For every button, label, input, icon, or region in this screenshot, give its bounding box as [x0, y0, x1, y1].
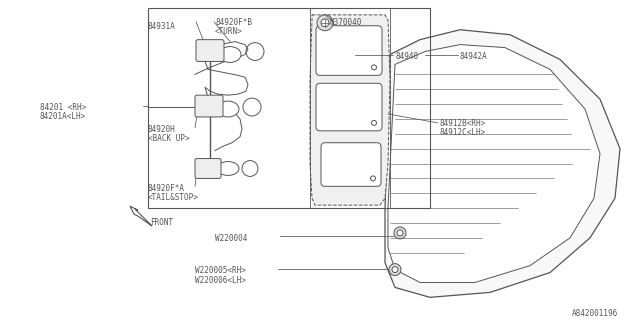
FancyBboxPatch shape — [321, 143, 381, 186]
Text: 84201A<LH>: 84201A<LH> — [40, 112, 86, 121]
Circle shape — [371, 65, 376, 70]
Ellipse shape — [219, 47, 241, 62]
Text: 84920F*B: 84920F*B — [215, 18, 252, 27]
Text: 84920H: 84920H — [148, 125, 176, 134]
Text: 84931A: 84931A — [148, 22, 176, 31]
Circle shape — [246, 43, 264, 60]
Circle shape — [389, 264, 401, 276]
Circle shape — [371, 176, 376, 181]
Circle shape — [321, 19, 329, 27]
Text: N370040: N370040 — [330, 18, 362, 27]
FancyBboxPatch shape — [195, 95, 223, 117]
Bar — [148, 8, 430, 208]
Polygon shape — [130, 206, 152, 226]
Polygon shape — [310, 15, 390, 205]
Text: A842001196: A842001196 — [572, 309, 618, 318]
Ellipse shape — [217, 162, 239, 175]
FancyBboxPatch shape — [316, 83, 382, 131]
FancyBboxPatch shape — [196, 40, 224, 61]
Circle shape — [371, 120, 376, 125]
Circle shape — [317, 15, 333, 31]
Circle shape — [394, 227, 406, 239]
Text: 84942A: 84942A — [460, 52, 488, 60]
Text: <BACK UP>: <BACK UP> — [148, 134, 189, 143]
Text: FRONT: FRONT — [150, 218, 173, 227]
Text: 84201 <RH>: 84201 <RH> — [40, 103, 86, 112]
Circle shape — [242, 161, 258, 176]
Text: W220005<RH>: W220005<RH> — [195, 266, 246, 275]
Text: W220006<LH>: W220006<LH> — [195, 276, 246, 284]
FancyBboxPatch shape — [316, 26, 382, 75]
FancyBboxPatch shape — [195, 159, 221, 179]
Text: <TURN>: <TURN> — [215, 27, 243, 36]
Text: 84940: 84940 — [395, 52, 418, 60]
Circle shape — [392, 267, 398, 273]
Polygon shape — [385, 30, 620, 297]
Text: <TAIL&STOP>: <TAIL&STOP> — [148, 193, 199, 202]
Polygon shape — [388, 44, 600, 283]
Ellipse shape — [217, 101, 239, 117]
Text: 84912B<RH>: 84912B<RH> — [440, 119, 486, 128]
Circle shape — [243, 98, 261, 116]
Text: 84920F*A: 84920F*A — [148, 184, 185, 193]
Text: W220004: W220004 — [215, 234, 248, 243]
Text: 84912C<LH>: 84912C<LH> — [440, 128, 486, 137]
Circle shape — [397, 230, 403, 236]
